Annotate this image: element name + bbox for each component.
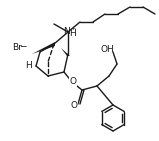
Polygon shape [61,48,70,56]
Text: H: H [25,60,31,70]
Text: O: O [69,78,76,86]
Text: −: − [19,41,27,50]
Text: O: O [70,102,77,111]
Polygon shape [32,42,55,54]
Text: Br: Br [12,44,22,52]
Text: +: + [70,26,76,30]
Text: N: N [63,27,69,37]
Text: OH: OH [100,46,114,55]
Text: H: H [70,29,76,38]
